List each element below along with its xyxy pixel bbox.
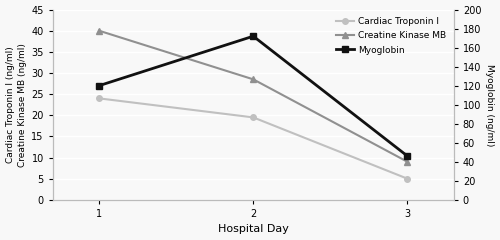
Creatine Kinase MB	[250, 78, 256, 81]
X-axis label: Hospital Day: Hospital Day	[218, 224, 288, 234]
Line: Myoglobin: Myoglobin	[96, 33, 411, 160]
Creatine Kinase MB	[96, 29, 102, 32]
Myoglobin	[96, 84, 102, 87]
Line: Creatine Kinase MB: Creatine Kinase MB	[96, 27, 411, 165]
Legend: Cardiac Troponin I, Creatine Kinase MB, Myoglobin: Cardiac Troponin I, Creatine Kinase MB, …	[333, 14, 449, 57]
Cardiac Troponin I	[404, 177, 410, 180]
Myoglobin	[250, 35, 256, 38]
Creatine Kinase MB	[404, 160, 410, 163]
Myoglobin	[404, 155, 410, 157]
Line: Cardiac Troponin I: Cardiac Troponin I	[96, 96, 410, 181]
Y-axis label: Myoglobin (ng/ml): Myoglobin (ng/ml)	[486, 64, 494, 146]
Cardiac Troponin I	[96, 97, 102, 100]
Y-axis label: Cardiac Troponin I (ng/ml)
Creatine Kinase MB (ng/ml): Cardiac Troponin I (ng/ml) Creatine Kina…	[6, 43, 27, 167]
Cardiac Troponin I	[250, 116, 256, 119]
